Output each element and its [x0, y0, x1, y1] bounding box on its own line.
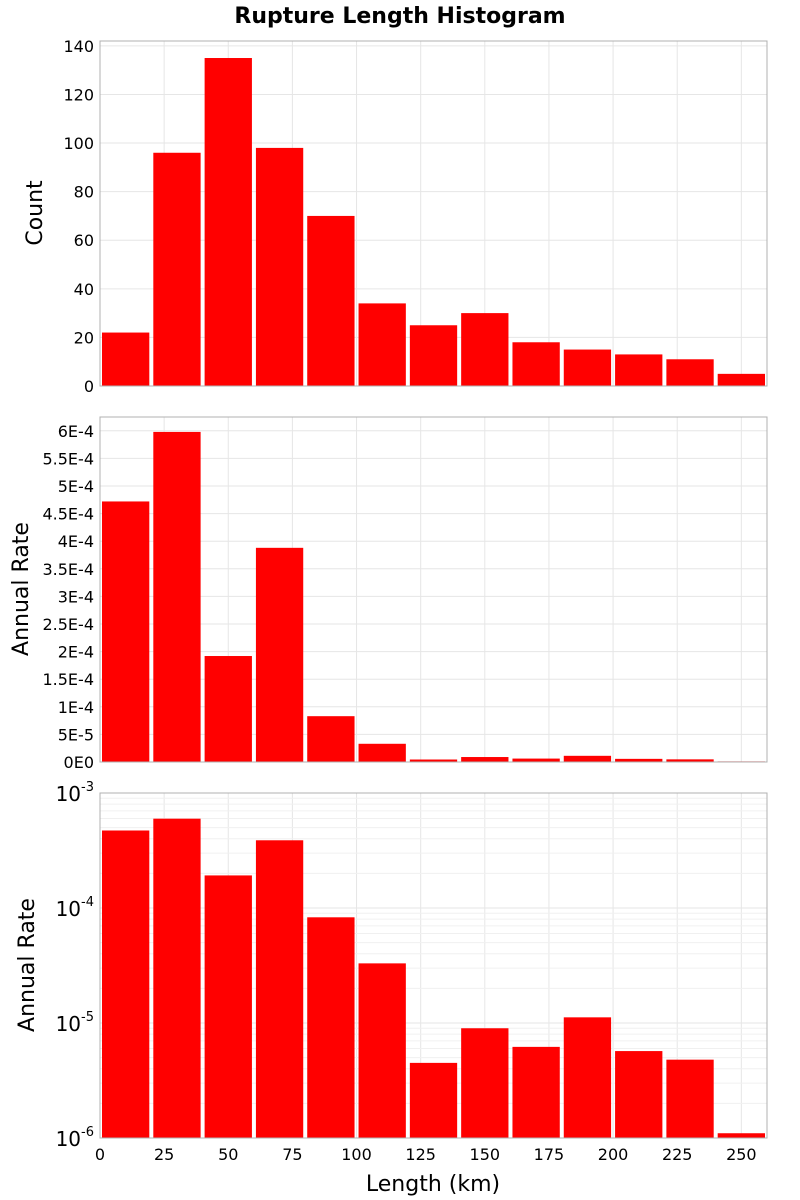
y-axis-label: Count — [23, 180, 48, 246]
y-tick-label: 10-6 — [56, 1125, 94, 1151]
bar — [512, 1046, 560, 1138]
bar — [255, 840, 304, 1138]
y-tick-label: 0E0 — [64, 753, 94, 772]
x-tick-label: 25 — [154, 1145, 174, 1164]
y-tick-label: 100 — [63, 134, 94, 153]
y-tick-label: 40 — [74, 280, 94, 299]
chart-panel-2: 0E0 5E-5 1E-4 1.5E-4 2E-4 2.5E-4 3E-4 3.5E-4 4E-… — [9, 416, 768, 772]
y-tick-label: 1.5E-4 — [42, 670, 94, 689]
x-tick-label: 250 — [726, 1145, 757, 1164]
bar — [153, 818, 201, 1138]
y-tick-label: 4.5E-4 — [42, 505, 94, 524]
x-tick-label: 200 — [598, 1145, 629, 1164]
chart-panels: 0 20 40 60 80 100 120 140 Count 0E0 5E-5 1E-4 1.5E-4… — [9, 37, 768, 1164]
y-tick-label: 5.5E-4 — [42, 449, 94, 468]
x-axis-label: Length (km) — [366, 1172, 500, 1197]
bar — [255, 147, 304, 386]
y-tick-label: 140 — [63, 37, 94, 56]
chart-panel-3: 10-6 10-5 10-4 10-3 Annual Rate 0 25 50 75 100 125… — [15, 780, 768, 1164]
y-tick-label: 10-3 — [56, 780, 94, 806]
y-tick-label: 20 — [74, 328, 94, 347]
bar — [717, 373, 765, 386]
y-tick-label: 6E-4 — [58, 422, 94, 441]
y-tick-label: 60 — [74, 231, 94, 250]
bar — [204, 875, 252, 1138]
bar-series — [102, 58, 765, 386]
bar — [512, 758, 560, 762]
bar — [307, 917, 355, 1138]
bar — [409, 325, 458, 386]
y-tick-label: 80 — [74, 183, 94, 202]
bar — [358, 963, 406, 1138]
bar — [102, 830, 150, 1138]
x-tick-label: 50 — [218, 1145, 238, 1164]
bar — [615, 758, 663, 762]
x-tick-labels: 0 25 50 75 100 125 150 175 200 225 250 — [95, 1145, 757, 1164]
bar — [461, 313, 509, 386]
bar — [666, 359, 714, 386]
y-tick-label: 4E-4 — [58, 532, 94, 551]
bar — [615, 354, 663, 386]
y-tick-label: 2.5E-4 — [42, 615, 94, 634]
y-tick-label: 1E-4 — [58, 698, 94, 717]
y-axis-label: Annual Rate — [9, 522, 34, 656]
bar — [204, 58, 252, 386]
chart-panel-1: 0 20 40 60 80 100 120 140 Count — [23, 37, 768, 396]
bar — [563, 349, 612, 386]
y-tick-labels: 0E0 5E-5 1E-4 1.5E-4 2E-4 2.5E-4 3E-4 3.5E-4 4E-… — [42, 422, 94, 772]
y-axis-label: Annual Rate — [15, 898, 40, 1032]
bar — [461, 1028, 509, 1138]
bar-series — [102, 431, 765, 762]
y-tick-labels: 0 20 40 60 80 100 120 140 — [63, 37, 94, 396]
x-tick-label: 125 — [405, 1145, 436, 1164]
bar — [307, 716, 355, 762]
bar — [307, 215, 355, 386]
plot-frame — [99, 792, 768, 1139]
bar — [358, 303, 406, 386]
bar — [409, 1062, 458, 1138]
bar — [409, 759, 458, 762]
y-tick-label: 5E-4 — [58, 477, 94, 496]
bar-series — [102, 818, 765, 1138]
y-tick-label: 3.5E-4 — [42, 560, 94, 579]
x-tick-label: 0 — [95, 1145, 105, 1164]
bar — [102, 501, 150, 762]
bar — [563, 755, 612, 762]
bar — [563, 1017, 612, 1138]
y-tick-label: 0 — [84, 377, 94, 396]
y-tick-label: 5E-5 — [58, 725, 94, 744]
x-tick-label: 175 — [534, 1145, 565, 1164]
x-tick-label: 100 — [341, 1145, 372, 1164]
y-tick-label: 3E-4 — [58, 587, 94, 606]
y-tick-labels: 10-6 10-5 10-4 10-3 — [56, 780, 94, 1151]
bar — [615, 1051, 663, 1138]
bar — [153, 152, 201, 386]
y-tick-label: 2E-4 — [58, 643, 94, 662]
bar — [717, 1133, 765, 1138]
bar — [666, 1059, 714, 1138]
bar — [204, 656, 252, 762]
bar — [666, 759, 714, 762]
y-tick-label: 120 — [63, 85, 94, 104]
bar — [358, 743, 406, 762]
bar — [153, 431, 201, 762]
bar — [255, 547, 304, 762]
x-tick-label: 150 — [470, 1145, 501, 1164]
x-tick-label: 225 — [662, 1145, 693, 1164]
figure-title: Rupture Length Histogram — [234, 4, 565, 29]
y-tick-label: 10-5 — [56, 1010, 94, 1036]
bar — [461, 757, 509, 762]
plot-frame — [99, 40, 768, 387]
bar — [102, 332, 150, 386]
y-tick-label: 10-4 — [56, 895, 94, 921]
x-tick-label: 75 — [282, 1145, 302, 1164]
plot-frame — [99, 416, 768, 763]
bar — [512, 342, 560, 386]
